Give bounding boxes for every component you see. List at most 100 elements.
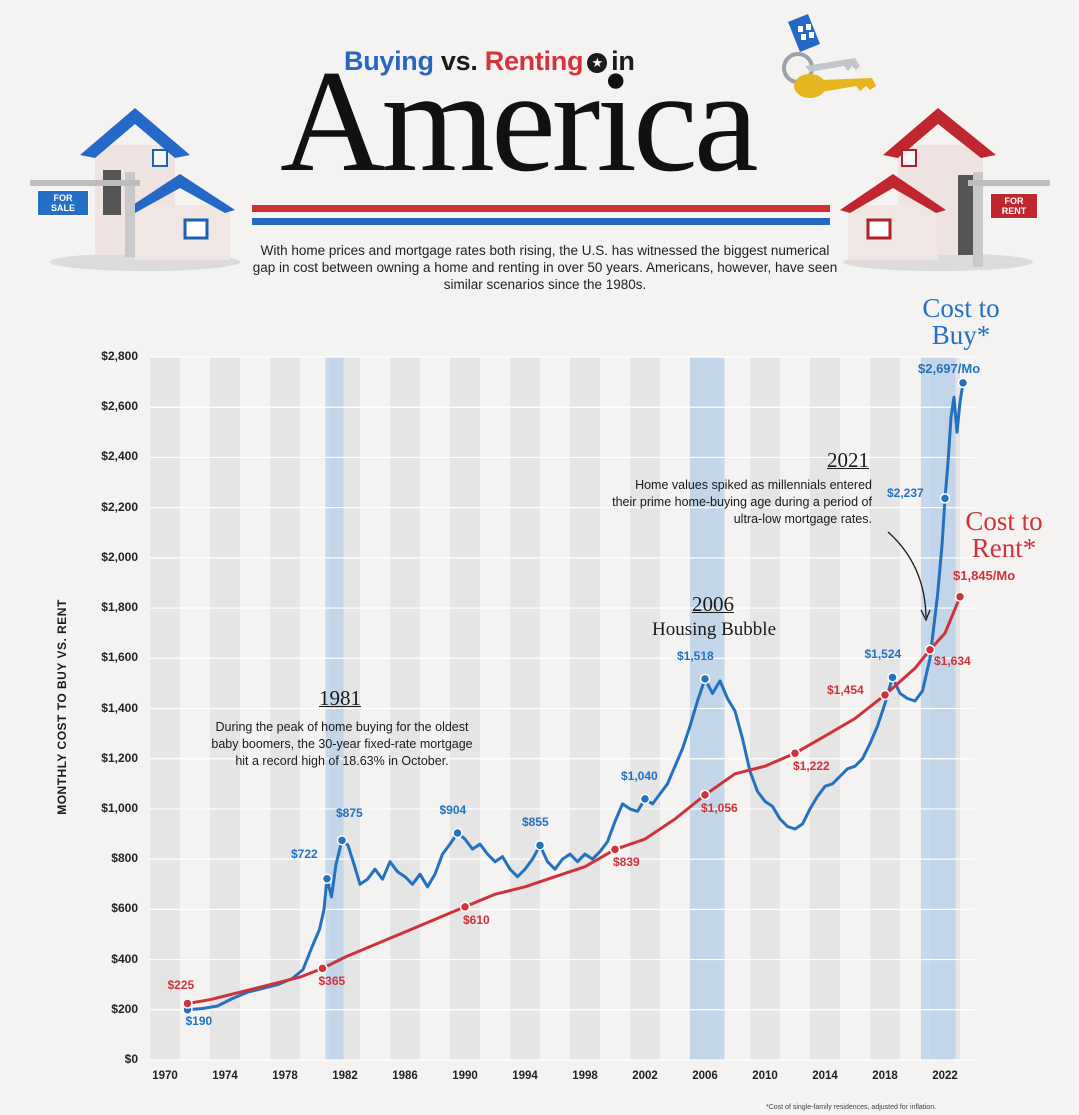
data-point-rent — [609, 844, 621, 855]
data-point-buy — [534, 840, 546, 851]
y-tick-label: $1,600 — [101, 650, 138, 665]
for-rent-sign: FOR RENT — [990, 193, 1038, 219]
title-subheading: Buying vs. Renting ★ in — [344, 46, 635, 77]
data-label-rent: $1,454 — [827, 682, 864, 697]
data-point-rent — [699, 789, 711, 801]
x-tick-label: 2002 — [632, 1070, 658, 1082]
annotation-arrow-2021 — [887, 531, 927, 618]
y-tick-label: $2,600 — [101, 399, 138, 414]
data-label-rent: $610 — [463, 912, 490, 927]
y-tick-label: $2,000 — [101, 549, 138, 564]
data-label-buy: $190 — [185, 1013, 213, 1028]
title-renting: Renting — [484, 46, 584, 76]
x-tick-label: 1986 — [392, 1070, 418, 1082]
data-label-buy: $1,040 — [621, 768, 658, 783]
house-for-sale-illustration — [30, 108, 240, 271]
y-tick-label: $0 — [124, 1052, 138, 1066]
x-tick-label: 1982 — [332, 1070, 358, 1082]
data-label-buy: $1,524 — [864, 647, 902, 662]
y-tick-label: $2,200 — [101, 499, 138, 514]
data-label-buy: $2,237 — [887, 486, 924, 501]
y-tick-label: $1,800 — [101, 600, 138, 615]
data-label-buy: $875 — [336, 806, 363, 821]
data-point-rent — [317, 963, 328, 974]
y-tick-label: $400 — [111, 951, 138, 966]
series-title-buy: Cost to Buy* — [922, 293, 1000, 350]
annotation-1981-year: 1981 — [319, 686, 361, 710]
annotation-2021-year: 2021 — [827, 448, 869, 472]
data-point-rent — [924, 644, 936, 655]
star-icon: ★ — [587, 52, 608, 73]
gridlines — [150, 356, 975, 1061]
data-label-rent: $225 — [167, 977, 195, 992]
data-label-rent: $839 — [613, 855, 640, 870]
series-title-rent: Cost to Rent* — [965, 506, 1043, 563]
data-point-buy — [452, 827, 463, 839]
x-tick-label: 1974 — [212, 1070, 238, 1082]
y-tick-label: $1,200 — [101, 750, 138, 765]
y-tick-label: $1,400 — [101, 700, 138, 715]
title-vs: vs. — [440, 46, 478, 76]
y-axis-label: MONTHLY COST TO BUY VS. RENT — [55, 599, 69, 815]
data-point-buy — [699, 673, 711, 685]
data-points — [182, 377, 969, 1016]
y-tick-label: $600 — [111, 901, 138, 916]
x-tick-label: 1970 — [152, 1070, 178, 1082]
series-value-rent: $1,845/Mo — [953, 568, 1016, 583]
series-line-rent — [186, 595, 962, 1005]
data-label-rent: $1,222 — [793, 759, 830, 774]
x-tick-label: 1990 — [452, 1070, 478, 1082]
footnote: *Cost of single-family residences, adjus… — [766, 1104, 937, 1111]
annotation-1981-text: During the peak of home buying for the o… — [211, 720, 473, 768]
title-in: in — [611, 46, 635, 76]
endpoint-rent — [954, 591, 966, 603]
data-point-rent — [182, 998, 193, 1009]
for-sale-sign: FOR SALE — [37, 190, 89, 216]
annotation-2006-text: Housing Bubble — [651, 619, 777, 640]
title-buying: Buying — [344, 46, 434, 76]
y-tick-label: $2,800 — [101, 349, 138, 363]
intro-paragraph: With home prices and mortgage rates both… — [252, 243, 838, 292]
data-point-buy — [639, 793, 651, 805]
data-point-buy — [887, 672, 898, 683]
x-tick-label: 2010 — [752, 1070, 778, 1082]
data-label-buy: $855 — [522, 815, 549, 830]
x-tick-label: 2014 — [812, 1070, 838, 1082]
house-for-rent-illustration — [840, 108, 1050, 271]
data-point-rent — [789, 747, 801, 759]
x-tick-label: 1998 — [572, 1070, 598, 1082]
y-tick-label: $200 — [111, 1001, 138, 1016]
data-point-buy — [321, 873, 333, 884]
title-stripe-blue — [252, 218, 830, 225]
y-tick-label: $800 — [111, 851, 138, 866]
data-label-rent: $365 — [318, 974, 346, 989]
house-keys-icon — [782, 14, 876, 98]
data-label-rent: $1,056 — [701, 800, 738, 815]
x-tick-label: 2006 — [692, 1070, 718, 1082]
annotation-2006-year: 2006 — [692, 592, 734, 616]
series-value-buy: $2,697/Mo — [918, 361, 981, 376]
data-point-buy — [336, 835, 348, 846]
x-tick-label: 1978 — [272, 1070, 298, 1082]
series-lines — [186, 381, 965, 1012]
y-tick-label: $1,000 — [101, 800, 138, 815]
data-label-buy: $904 — [439, 803, 467, 818]
annotation-arrowhead-2021 — [920, 609, 931, 622]
data-label-buy: $722 — [291, 846, 318, 861]
x-tick-label: 2022 — [932, 1070, 958, 1082]
x-tick-label: 1994 — [512, 1070, 538, 1082]
data-point-rent — [459, 901, 471, 913]
data-label-rent: $1,634 — [934, 653, 971, 668]
title-stripe-red — [252, 205, 830, 212]
y-tick-label: $2,400 — [101, 449, 138, 464]
endpoint-buy — [957, 377, 969, 389]
data-point-rent — [879, 689, 891, 701]
x-tick-label: 2018 — [872, 1070, 898, 1082]
annotation-arrows — [887, 531, 931, 622]
data-point-buy — [939, 493, 951, 504]
title-america: America — [280, 40, 759, 202]
annotation-2021-text: Home values spiked as millennials entere… — [612, 478, 872, 526]
series-line-buy — [186, 381, 965, 1012]
data-label-buy: $1,518 — [677, 648, 714, 663]
